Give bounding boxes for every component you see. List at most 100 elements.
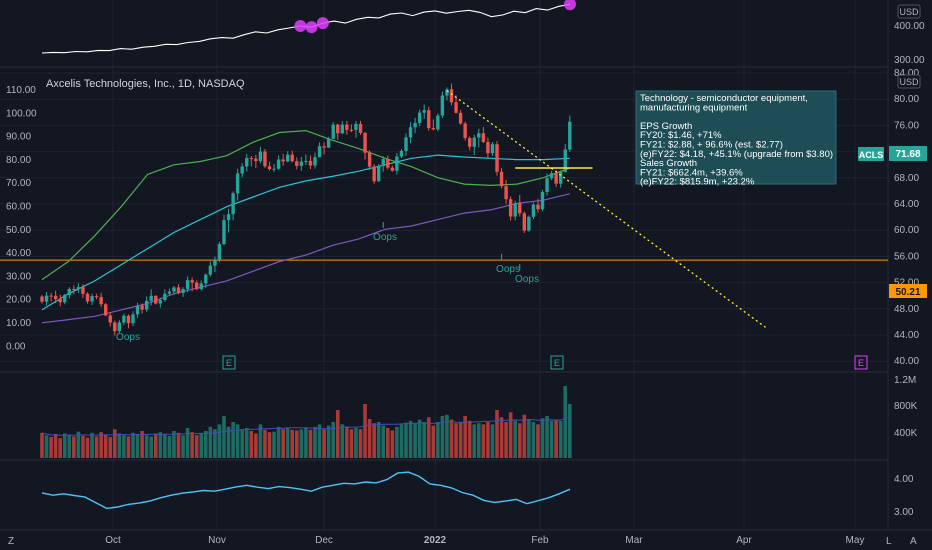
candle-body-12 <box>94 296 99 298</box>
lower-scale-label-0: 4.00 <box>894 474 914 485</box>
rs-new-high-marker-0 <box>294 20 307 32</box>
candle-42 <box>231 191 235 221</box>
trendline[interactable] <box>446 90 769 330</box>
candle-8 <box>76 283 81 293</box>
candle-body-94 <box>468 138 472 147</box>
candle-60 <box>313 152 317 169</box>
volume-bar-9 <box>81 435 85 458</box>
candle-body-78 <box>395 156 399 171</box>
candle-95 <box>472 134 476 155</box>
left-price-scale[interactable]: 110.00 100.00 90.00 80.00 70.00 60.00 50.00 40.… <box>6 85 37 352</box>
volume-bar-111 <box>545 416 549 458</box>
candle-body-111 <box>545 178 549 193</box>
candle-35 <box>199 280 203 291</box>
candle-9 <box>81 284 85 298</box>
zoom-icon[interactable]: Z <box>8 536 14 547</box>
lower-indicator-pane[interactable] <box>41 471 571 510</box>
volume-bar-58 <box>304 428 308 458</box>
candle-body-18 <box>122 315 126 323</box>
candle-body-46 <box>249 158 253 160</box>
volume-bar-107 <box>527 419 531 458</box>
candle-77 <box>390 165 395 172</box>
volume-bar-110 <box>540 418 545 458</box>
candle-4 <box>58 294 62 307</box>
trendline-segment <box>446 90 769 330</box>
time-axis[interactable]: Oct Nov Dec 2022 Feb Mar Apr May <box>105 535 864 546</box>
candle-10 <box>85 292 90 304</box>
candle-53 <box>281 153 285 166</box>
currency-label-rs: USD <box>899 7 919 17</box>
moving-averages[interactable] <box>41 129 571 324</box>
relative-strength-pane[interactable] <box>41 0 576 54</box>
annotation-box[interactable]: Technology - semiconductor equipment,man… <box>635 90 837 188</box>
annotation-line-3: EPS Growth <box>640 121 692 132</box>
currency-badge-rs[interactable]: USD <box>897 4 921 19</box>
auto-scale-icon[interactable]: A <box>910 536 917 547</box>
right-scale-label-11: 40.00 <box>894 356 919 367</box>
volume-bar-64 <box>331 422 335 458</box>
volume-bar-96 <box>477 423 481 458</box>
volume-bar-76 <box>386 428 390 458</box>
last-price-bg <box>889 146 927 161</box>
log-scale-icon[interactable]: L <box>886 536 892 547</box>
annotation-line-8: FY21: $662.4m, +39.6% <box>640 167 743 178</box>
candle-11 <box>90 293 94 306</box>
time-label-2: Dec <box>315 535 333 546</box>
candle-102 <box>504 179 508 205</box>
lower-scale[interactable]: 4.00 3.00 <box>894 474 914 518</box>
candle-body-99 <box>490 144 495 154</box>
candle-116 <box>568 115 572 153</box>
rs-scale-label-0: 400.00 <box>894 21 925 32</box>
candle-body-59 <box>308 160 313 166</box>
candle-body-56 <box>295 161 299 166</box>
candle-body-2 <box>49 295 53 297</box>
candle-99 <box>490 141 495 156</box>
volume-bar-24 <box>149 436 153 458</box>
candle-body-71 <box>363 132 367 153</box>
volume-pane[interactable] <box>40 386 572 458</box>
candle-body-75 <box>381 159 385 166</box>
volume-bar-106 <box>522 414 527 458</box>
rs-scale[interactable]: 400.00 300.00 <box>894 21 925 66</box>
candle-103 <box>508 196 513 221</box>
candle-body-106 <box>522 213 526 231</box>
price-candles[interactable] <box>40 83 572 336</box>
volume-bar-31 <box>181 435 185 458</box>
ticker-tag[interactable]: ACLS <box>858 147 884 161</box>
breakout-level-tag[interactable]: 50.21 <box>889 284 927 298</box>
candle-101 <box>499 168 504 189</box>
candle-body-65 <box>336 124 340 134</box>
candle-body-23 <box>144 300 149 310</box>
candle-78 <box>395 153 399 175</box>
candle-65 <box>336 123 340 140</box>
rs-new-high-marker-3 <box>564 0 576 11</box>
currency-badge-price[interactable]: USD <box>897 74 921 89</box>
earnings-label-2: E <box>858 358 864 368</box>
last-price-value: 71.68 <box>895 149 920 160</box>
volume-bar-37 <box>208 426 213 458</box>
volume-bar-34 <box>194 435 199 458</box>
candle-body-19 <box>126 315 131 324</box>
candle-112 <box>549 170 554 181</box>
candle-body-48 <box>258 151 263 162</box>
candle-body-5 <box>63 294 67 303</box>
candle-51 <box>272 163 276 172</box>
breakout-level-bg <box>889 284 927 298</box>
candle-16 <box>113 320 117 336</box>
candle-106 <box>522 211 526 233</box>
candle-body-116 <box>568 121 572 150</box>
volume-bar-38 <box>213 429 217 458</box>
candle-14 <box>104 303 108 317</box>
last-price-tag[interactable]: 71.68 <box>889 146 927 161</box>
volume-scale[interactable]: 1.2M 800K 400K <box>894 375 918 439</box>
candle-15 <box>108 312 112 327</box>
candle-96 <box>477 128 481 148</box>
candle-1 <box>44 291 49 306</box>
candle-body-15 <box>108 315 112 323</box>
candle-68 <box>349 124 354 133</box>
candle-83 <box>417 109 422 127</box>
candle-body-54 <box>286 154 290 162</box>
volume-bar-56 <box>295 430 299 458</box>
